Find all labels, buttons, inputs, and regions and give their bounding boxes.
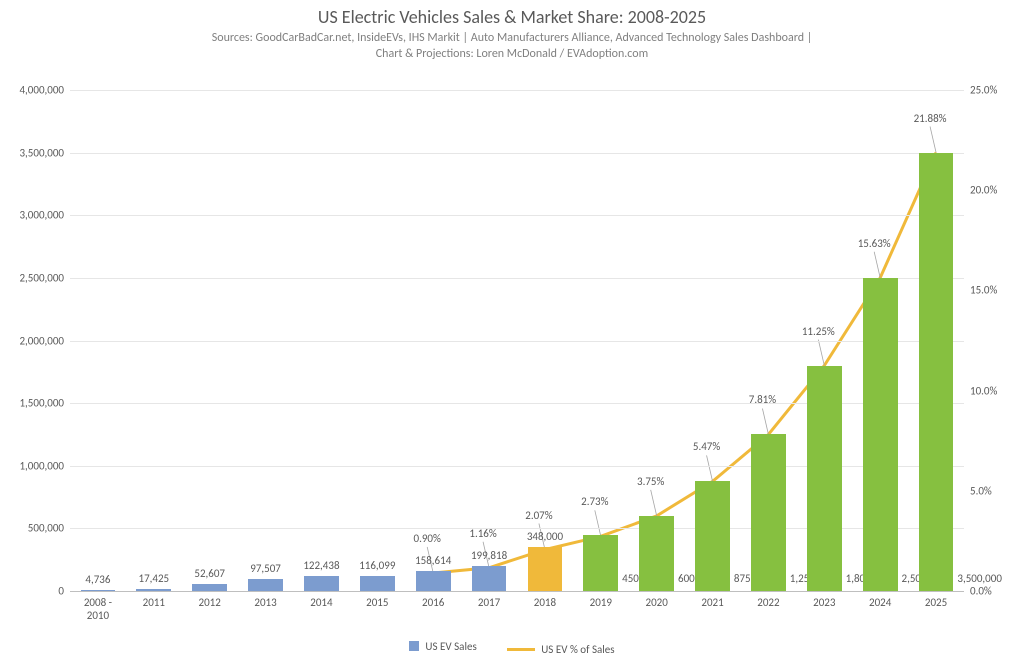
- y-right-tick: 10.0%: [970, 384, 1020, 397]
- y-left-tick: 3,500,000: [2, 146, 64, 159]
- bar: [360, 576, 395, 591]
- bar-value-label: 3,500,000: [957, 572, 1002, 585]
- x-category: 2020: [646, 591, 668, 610]
- bar: [472, 566, 507, 591]
- bar: [304, 576, 339, 591]
- x-category: 2024: [869, 591, 891, 610]
- bar-value-label: 122,438: [303, 559, 339, 572]
- x-category: 2014: [310, 591, 332, 610]
- legend-swatch-line: [507, 648, 535, 651]
- pct-label: 5.47%: [693, 440, 720, 453]
- gridline: [70, 278, 964, 279]
- legend: US EV Sales US EV % of Sales: [0, 640, 1024, 657]
- bar: [192, 584, 227, 591]
- y-right-tick: 25.0%: [970, 84, 1020, 97]
- x-category: 2015: [366, 591, 388, 610]
- y-left-tick: 2,000,000: [2, 334, 64, 347]
- subtitle-line-2: Chart & Projections: Loren McDonald / EV…: [376, 47, 648, 61]
- y-right-tick: 15.0%: [970, 284, 1020, 297]
- gridline: [70, 153, 964, 154]
- y-left-tick: 3,000,000: [2, 209, 64, 222]
- pct-label: 2.73%: [581, 495, 608, 508]
- bar-value-label: 17,425: [139, 572, 170, 585]
- bar: [863, 278, 898, 591]
- leader-line: [874, 252, 880, 278]
- x-category: 2023: [813, 591, 835, 610]
- bar: [751, 434, 786, 591]
- legend-item-line: US EV % of Sales: [507, 643, 614, 656]
- bar: [528, 547, 563, 591]
- bar: [919, 153, 954, 591]
- bar: [695, 481, 730, 591]
- legend-label-bar: US EV Sales: [425, 640, 476, 653]
- pct-label: 0.90%: [414, 532, 441, 545]
- x-category: 2025: [925, 591, 947, 610]
- y-right-tick: 0.0%: [970, 585, 1020, 598]
- bar: [583, 535, 618, 591]
- x-category: 2022: [757, 591, 779, 610]
- x-category: 2013: [254, 591, 276, 610]
- pct-label: 15.63%: [858, 237, 891, 250]
- pct-label: 7.81%: [749, 393, 776, 406]
- leader-line: [930, 127, 936, 153]
- bar: [807, 366, 842, 591]
- leader-line: [818, 340, 824, 366]
- x-category: 2016: [422, 591, 444, 610]
- y-left-tick: 1,500,000: [2, 397, 64, 410]
- bar: [416, 571, 451, 591]
- pct-label: 11.25%: [802, 325, 835, 338]
- legend-swatch-bar: [409, 641, 419, 651]
- bar-value-label: 199,818: [471, 549, 507, 562]
- y-left-tick: 1,000,000: [2, 459, 64, 472]
- leader-line: [595, 510, 601, 536]
- x-category: 2021: [701, 591, 723, 610]
- gridline: [70, 341, 964, 342]
- bar-value-label: 52,607: [194, 567, 225, 580]
- subtitle-line-1: Sources: GoodCarBadCar.net, InsideEVs, I…: [212, 31, 813, 45]
- x-category: 2012: [199, 591, 221, 610]
- x-category: 2019: [590, 591, 612, 610]
- leader-line: [651, 490, 657, 516]
- bar: [639, 516, 674, 591]
- y-left-tick: 4,000,000: [2, 84, 64, 97]
- legend-label-line: US EV % of Sales: [541, 643, 614, 656]
- x-category: 2017: [478, 591, 500, 610]
- pct-label: 21.88%: [914, 112, 947, 125]
- chart-subtitle: Sources: GoodCarBadCar.net, InsideEVs, I…: [0, 28, 1024, 62]
- y-left-tick: 2,500,000: [2, 271, 64, 284]
- bar-value-label: 158,614: [415, 554, 451, 567]
- chart-title: US Electric Vehicles Sales & Market Shar…: [0, 0, 1024, 28]
- y-left-tick: 500,000: [2, 522, 64, 535]
- bar-value-label: 116,099: [359, 559, 395, 572]
- y-right-tick: 5.0%: [970, 484, 1020, 497]
- leader-line: [707, 455, 713, 481]
- gridline: [70, 215, 964, 216]
- pct-label: 2.07%: [525, 509, 552, 522]
- leader-line: [762, 408, 768, 434]
- y-left-tick: 0: [2, 585, 64, 598]
- plot-area: 0500,0001,000,0001,500,0002,000,0002,500…: [70, 90, 964, 592]
- bar-value-label: 4,736: [85, 573, 110, 586]
- x-category: 2008 - 2010: [84, 591, 112, 622]
- x-category: 2011: [143, 591, 165, 610]
- bar-value-label: 348,000: [527, 530, 563, 543]
- legend-item-bar: US EV Sales: [409, 640, 476, 653]
- bar: [248, 579, 283, 591]
- pct-label: 3.75%: [637, 475, 664, 488]
- gridline: [70, 90, 964, 91]
- chart-container: US Electric Vehicles Sales & Market Shar…: [0, 0, 1024, 664]
- y-right-tick: 20.0%: [970, 184, 1020, 197]
- bar-value-label: 97,507: [250, 562, 281, 575]
- pct-label: 1.16%: [469, 527, 496, 540]
- x-category: 2018: [534, 591, 556, 610]
